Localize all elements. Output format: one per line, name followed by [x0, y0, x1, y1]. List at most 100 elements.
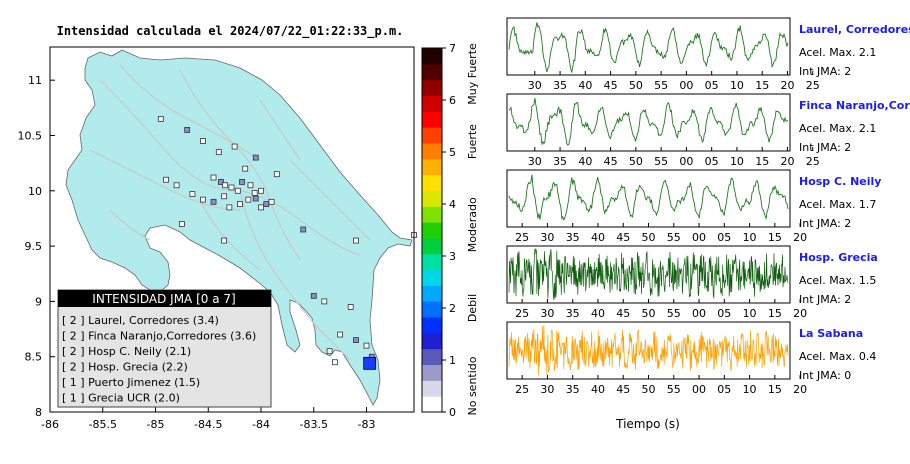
colorbar-tick-label: 4 [449, 198, 456, 211]
colorbar-cell [422, 332, 442, 350]
waveform-x-tick-label: 10 [743, 383, 757, 396]
station-jma-intensity: Int JMA: 2 [799, 65, 851, 78]
station-marker [239, 179, 245, 185]
waveform-x-tick-label: 00 [692, 307, 706, 320]
map-x-tick-label: -85.5 [89, 418, 117, 431]
station-marker [252, 195, 259, 202]
station-marker [247, 182, 254, 189]
colorbar-cell [422, 111, 442, 128]
colorbar-cell [422, 142, 442, 160]
colorbar-tick-label: 0 [449, 406, 456, 419]
waveform-trace [508, 174, 789, 222]
waveform-trace [508, 22, 789, 74]
waveform-x-tick-label: 05 [717, 231, 731, 244]
station-marker [173, 182, 180, 189]
waveform-x-tick-label: 15 [755, 79, 769, 92]
station-peak-acceleration: Acel. Max. 1.7 [799, 198, 876, 211]
waveform-x-tick-label: 00 [679, 155, 693, 168]
station-marker [237, 201, 243, 207]
station-marker [178, 221, 185, 227]
waveform-x-tick-label: 55 [654, 79, 668, 92]
colorbar-cell [422, 348, 442, 366]
intensity-colorbar: 0 1 2 3 4 5 6 7 No sentido Debil Moderado Fuerte Mu… [421, 42, 479, 419]
waveform-panel: 30 35 40 45 50 55 00 05 10 15 20 25 Finca Naranjo,Co… [506, 93, 910, 168]
colorbar-category-label: Fuerte [466, 124, 479, 159]
waveform-x-tick-label: 30 [540, 307, 554, 320]
station-marker [326, 348, 333, 355]
station-marker [263, 201, 270, 207]
map-x-tick-label: -84.5 [194, 418, 222, 431]
waveform-x-tick-label: 20 [793, 307, 807, 320]
colorbar-cell [422, 269, 442, 286]
waveform-x-tick-label: 05 [705, 79, 719, 92]
legend-header-bg [58, 290, 271, 307]
waveform-x-tick-label: 15 [755, 155, 769, 168]
colorbar-cell [422, 285, 442, 302]
colorbar-cell [422, 222, 442, 239]
waveform-trace [508, 325, 789, 376]
colorbar-cell [422, 63, 442, 81]
waveform-x-tick-label: 50 [642, 231, 656, 244]
colorbar-category-label: Moderado [466, 197, 479, 252]
waveform-x-tick-label: 40 [578, 79, 592, 92]
waveform-x-tick-label: 40 [591, 307, 605, 320]
waveform-x-tick-label: 30 [528, 155, 542, 168]
waveform-x-tick-label: 25 [806, 79, 820, 92]
colorbar-cell [422, 158, 442, 176]
colorbar-tick-label: 7 [449, 42, 456, 55]
colorbar-cell [422, 380, 442, 397]
waveform-x-tick-label: 55 [667, 307, 681, 320]
map-y-tick-label: 8.5 [25, 351, 43, 364]
colorbar-cell [422, 48, 442, 65]
waveform-x-tick-label: 45 [616, 383, 630, 396]
legend-title: INTENSIDAD JMA [0 a 7] [92, 292, 235, 306]
colorbar-category-label: Muy Fuerte [466, 43, 479, 105]
waveform-x-tick-label: 20 [793, 231, 807, 244]
station-name: Hosp. Grecia [799, 251, 878, 264]
colorbar-cell [422, 301, 442, 318]
station-markers [157, 115, 417, 370]
station-marker [252, 154, 259, 161]
waveform-x-tick-label: 30 [540, 231, 554, 244]
station-marker [331, 359, 338, 366]
legend-box [57, 289, 272, 408]
map-x-tick-label: -84 [252, 418, 270, 431]
station-marker [163, 176, 169, 183]
waveform-x-tick-label: 25 [515, 383, 529, 396]
waveform-x-tick-label: 15 [768, 307, 782, 320]
colorbar-tick-label: 2 [449, 302, 456, 315]
waveform-x-tick-label: 00 [679, 79, 693, 92]
waveform-x-tick-label: 00 [692, 383, 706, 396]
waveform-x-tick-label: 50 [642, 383, 656, 396]
station-name: La Sabana [799, 327, 863, 340]
colorbar-category-label: No sentido [466, 356, 479, 415]
waveform-panel: 30 35 40 45 50 55 00 05 10 15 20 25 Laurel, Corredor… [506, 17, 910, 92]
station-marker [310, 292, 317, 299]
station-marker [363, 342, 370, 349]
station-peak-acceleration: Acel. Max. 0.4 [799, 350, 876, 363]
legend-item: [ 1 ] Grecia UCR (2.0) [62, 392, 180, 405]
map-frame [49, 46, 415, 413]
colorbar-tick-label: 5 [449, 146, 456, 159]
station-marker [210, 198, 217, 205]
waveform-x-tick-label: 20 [793, 383, 807, 396]
waveform-x-tick-label: 10 [730, 79, 744, 92]
station-marker [231, 143, 238, 150]
station-jma-intensity: Int JMA: 2 [799, 293, 851, 306]
legend-item: [ 2 ] Hosp C. Neily (2.1) [62, 345, 191, 358]
waveform-x-axis-label: Tiempo (s) [615, 417, 680, 431]
colorbar-category-label: Debil [466, 294, 479, 322]
legend-item: [ 2 ] Laurel, Corredores (3.4) [62, 314, 219, 327]
station-marker [273, 171, 280, 178]
map-x-tick-label: -86 [41, 418, 59, 431]
intensity-map: Intensidad calculada el 2024/07/22_01:22… [18, 24, 480, 431]
station-marker [157, 115, 164, 122]
waveform-x-tick-label: 40 [578, 155, 592, 168]
legend-item: [ 2 ] Finca Naranjo,Corredores (3.6) [62, 330, 256, 343]
intensity-legend: INTENSIDAD JMA [0 a 7] [ 2 ] Laurel, Cor… [57, 289, 272, 408]
waveform-x-tick-label: 25 [515, 231, 529, 244]
map-axes: -86 -85.5 -85 -84.5 -84 -83.5 -83 11 10.5 10 9.5 9 8… [18, 74, 376, 431]
waveform-x-tick-label: 45 [616, 307, 630, 320]
waveform-panel: 25 30 35 40 45 50 55 00 05 10 15 20 Hosp C. Neily Ace… [506, 169, 881, 244]
